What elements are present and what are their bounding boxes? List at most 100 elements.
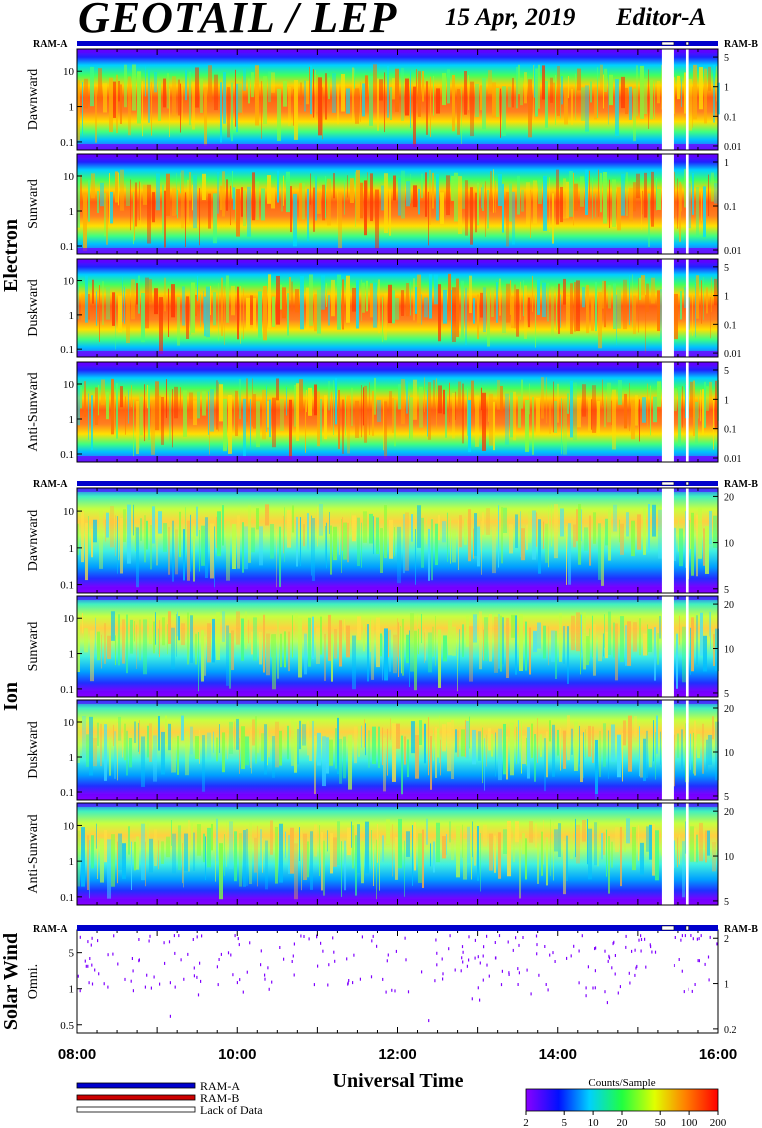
data-gap [685, 362, 689, 462]
right-tick-label: 5 [724, 263, 729, 274]
ram-a-bar [77, 925, 718, 931]
left-tick-label: 0.5 [60, 1020, 74, 1032]
ram-gap [661, 481, 675, 486]
left-tick-label: 10 [63, 820, 75, 832]
x-tick-label: 16:00 [699, 1046, 737, 1063]
ram-a-label: RAM-A [33, 924, 68, 935]
ram-b-label: RAM-B [724, 39, 758, 50]
plot-title: GEOTAIL / LEP [78, 0, 398, 42]
right-tick-label: 0.1 [724, 112, 737, 123]
plot-editor: Editor-A [616, 4, 707, 31]
ram-a-label: RAM-A [33, 39, 68, 50]
right-tick-label: 5 [724, 897, 729, 908]
ram-gap [661, 41, 675, 46]
left-tick-label: 10 [63, 66, 75, 78]
left-tick-label: 0.1 [60, 241, 74, 253]
right-tick-label: 10 [724, 539, 734, 550]
right-tick-label: 1 [724, 158, 729, 169]
right-tick-label: 1 [724, 395, 729, 406]
data-gap [661, 154, 674, 254]
x-tick-label: 10:00 [218, 1046, 256, 1063]
data-gap [685, 49, 689, 150]
x-tick-label: 08:00 [58, 1046, 96, 1063]
left-tick-label: 1 [69, 856, 75, 868]
group-label-ion: Ion [0, 682, 22, 711]
legend-swatch [76, 1082, 196, 1089]
panel-ion-dawnward: 10 1 0.1 20 10 5 Dawnward [26, 487, 734, 596]
left-tick-label: 10 [63, 506, 75, 518]
right-tick-label: 1 [724, 292, 729, 303]
ram-gap [685, 41, 689, 46]
left-tick-label: 1 [69, 543, 75, 555]
data-gap [661, 596, 674, 697]
left-tick-label: 10 [63, 379, 75, 391]
ram-gap [685, 925, 689, 931]
group-label-solar-wind: Solar Wind [0, 933, 22, 1030]
legend-label: RAM-A [200, 1079, 240, 1093]
data-gap [661, 259, 674, 357]
right-tick-label: 2 [724, 934, 729, 945]
colorbar-tick: 100 [681, 1117, 698, 1128]
right-tick-label: 0.01 [724, 246, 742, 257]
panel-solar-wind-omni-: 5 1 0.5 2 1 0.2 Omni. [26, 929, 737, 1036]
panel-ylabel: Sunward [26, 179, 41, 229]
left-tick-label: 0.1 [60, 684, 74, 696]
left-tick-label: 0.1 [60, 449, 74, 461]
data-gap [661, 488, 674, 593]
left-tick-label: 0.1 [60, 580, 74, 592]
colorbar-tick: 50 [655, 1117, 667, 1128]
right-tick-label: 5 [724, 53, 729, 64]
colorbar-tick: 5 [561, 1117, 567, 1128]
right-tick-label: 0.01 [724, 142, 742, 153]
legend-label: Lack of Data [200, 1103, 263, 1117]
spectrogram-fill [77, 154, 718, 254]
ram-gap [685, 481, 689, 486]
data-gap [685, 700, 689, 800]
panel-electron-anti-sunward: 10 1 0.1 5 1 0.1 0.01 Anti-Sunward [26, 361, 742, 465]
right-tick-label: 0.01 [724, 454, 742, 465]
data-gap [685, 803, 689, 905]
colorbar-tick: 10 [588, 1117, 600, 1128]
panel-ylabel: Dawnward [26, 69, 41, 130]
left-tick-label: 1 [69, 984, 75, 996]
legend-swatch [76, 1094, 196, 1101]
panel-ion-duskward: 10 1 0.1 20 10 5 Duskward [26, 699, 734, 803]
data-gap [685, 596, 689, 697]
panel-ylabel: Duskward [26, 721, 41, 779]
right-tick-label: 10 [724, 852, 734, 863]
panel-electron-dawnward: 10 1 0.1 5 1 0.1 0.01 Dawnward [26, 48, 742, 153]
x-tick-label: 12:00 [378, 1046, 416, 1063]
data-gap [661, 49, 674, 150]
panel-electron-duskward: 10 1 0.1 5 1 0.1 0.01 Duskward [26, 258, 742, 360]
data-gap [685, 154, 689, 254]
colorbar-tick: 2 [523, 1117, 529, 1128]
left-tick-label: 1 [69, 414, 75, 426]
panel-ylabel: Anti-Sunward [26, 814, 41, 893]
right-tick-label: 0.1 [724, 425, 737, 436]
right-tick-label: 5 [724, 792, 729, 803]
left-tick-label: 10 [63, 717, 75, 729]
data-gap [661, 930, 674, 1033]
left-tick-label: 0.1 [60, 344, 74, 356]
panel-ylabel: Omni. [26, 964, 41, 999]
ram-b-label: RAM-B [724, 924, 758, 935]
right-tick-label: 20 [724, 807, 734, 818]
panel-ylabel: Dawnward [26, 510, 41, 571]
panel-ylabel: Duskward [26, 279, 41, 337]
data-gap [661, 700, 674, 800]
right-tick-label: 20 [724, 492, 734, 503]
ram-a-bar [77, 481, 718, 486]
right-tick-label: 1 [724, 980, 729, 991]
left-tick-label: 0.1 [60, 892, 74, 904]
left-tick-label: 1 [69, 310, 75, 322]
left-tick-label: 5 [69, 948, 75, 960]
group-label-electron: Electron [0, 219, 22, 292]
left-tick-label: 10 [63, 276, 75, 288]
left-tick-label: 0.1 [60, 787, 74, 799]
x-tick-label: 14:00 [539, 1046, 577, 1063]
ram-b-label: RAM-B [724, 479, 758, 490]
left-tick-label: 10 [63, 613, 75, 625]
right-tick-label: 20 [724, 600, 734, 611]
data-gap [661, 803, 674, 905]
